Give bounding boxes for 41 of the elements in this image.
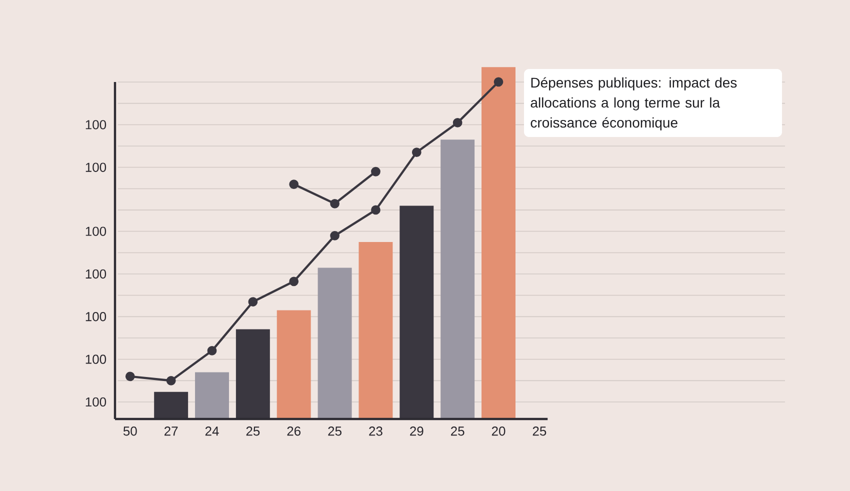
point — [207, 346, 217, 356]
bar — [236, 329, 270, 419]
text: 100 — [86, 269, 106, 279]
bar — [276, 310, 311, 419]
point — [494, 77, 504, 87]
bar — [195, 372, 229, 419]
point — [412, 148, 422, 157]
x-tick-label: 25 — [532, 426, 546, 436]
point — [166, 376, 176, 386]
x-tick-label: 27 — [164, 426, 178, 436]
x-tick-label: 25 — [328, 426, 342, 436]
bar — [440, 140, 475, 419]
x-tick-label: 23 — [369, 426, 382, 436]
bar — [400, 206, 434, 419]
text: 100 — [86, 162, 106, 172]
bar — [482, 67, 516, 419]
text: 100 — [86, 226, 106, 236]
bar — [318, 268, 352, 419]
point — [125, 372, 135, 382]
point — [289, 276, 299, 286]
point — [289, 180, 299, 189]
point — [330, 230, 340, 240]
x-tick-label: 29 — [410, 426, 424, 436]
x-tick-label: 25 — [451, 426, 464, 436]
text: 100 — [86, 354, 106, 364]
point — [330, 198, 340, 208]
x-tick-label: 26 — [287, 426, 301, 436]
bar — [154, 392, 188, 419]
text: 100 — [86, 120, 106, 130]
point — [452, 118, 462, 128]
x-tick-label: 25 — [246, 426, 260, 436]
point — [371, 205, 380, 215]
text: 100 — [86, 312, 106, 322]
x-tick-label: 20 — [492, 426, 506, 436]
bar — [358, 242, 393, 419]
x-tick-label: 24 — [205, 426, 219, 436]
point — [248, 297, 258, 307]
x-tick-label: 50 — [123, 426, 137, 436]
text: Dépenses publiques: impact des allocations a long terme sur la croissance économique — [530, 77, 737, 130]
text: 100 — [86, 397, 106, 407]
point — [371, 166, 380, 176]
